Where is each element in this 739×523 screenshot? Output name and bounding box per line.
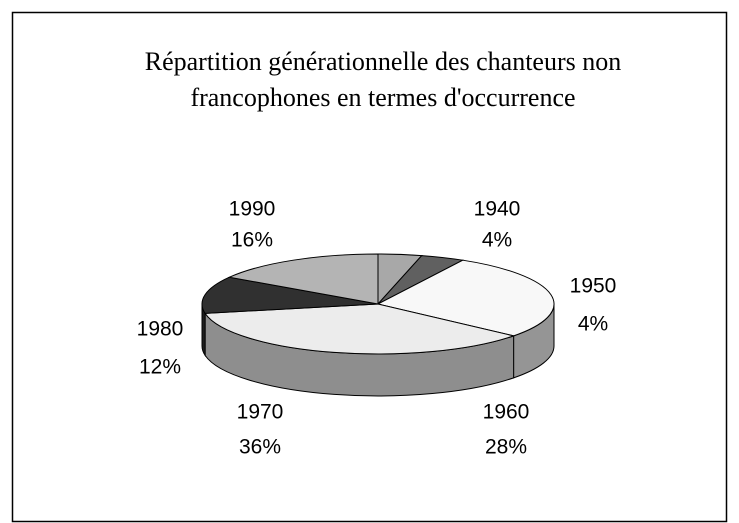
slice-category-label: 1940 (474, 198, 521, 221)
slice-value-label: 12% (139, 356, 181, 379)
slice-category-label: 1950 (570, 275, 617, 298)
slice-value-label: 28% (485, 436, 527, 459)
slice-category-label: 1990 (229, 198, 276, 221)
chart-frame (11, 11, 728, 523)
chart-title: Répartition générationnelle des chanteur… (144, 47, 622, 112)
pie-slice (204, 303, 516, 355)
pie-slice (201, 276, 379, 314)
slice-value-label: 4% (578, 313, 608, 336)
pie-slice (227, 253, 379, 305)
slice-category-label: 1980 (137, 318, 184, 341)
slice-value-label: 16% (231, 229, 273, 252)
slice-value-label: 36% (239, 436, 281, 459)
slice-category-label: 1970 (237, 401, 284, 424)
slice-category-label: 1960 (483, 401, 530, 424)
slice-value-label: 4% (482, 229, 512, 252)
pie-slice (376, 259, 555, 337)
